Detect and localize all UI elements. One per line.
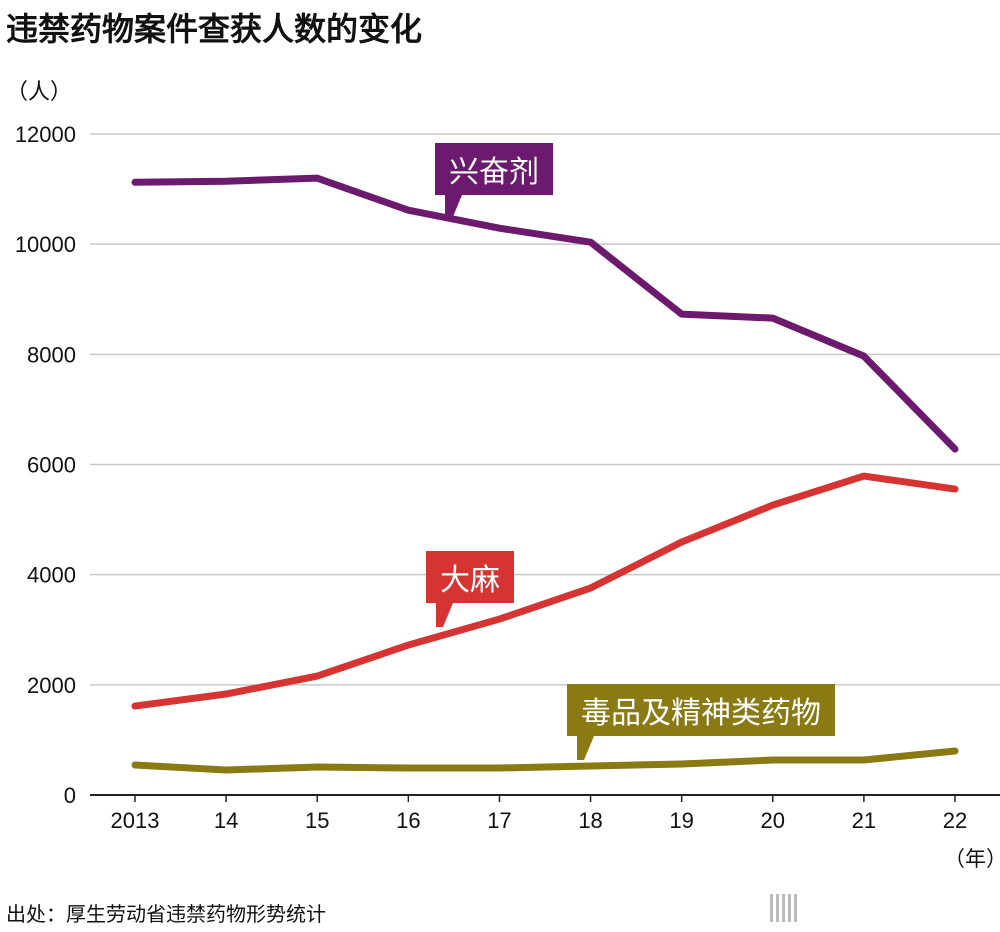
y-tick-label: 12000: [15, 122, 76, 147]
x-tick-label: 17: [487, 808, 511, 833]
x-tick-label: 21: [852, 808, 876, 833]
x-tick-label: 2013: [111, 808, 160, 833]
y-tick-label: 10000: [15, 232, 76, 257]
y-tick-label: 4000: [27, 563, 76, 588]
x-tick-label: 22: [943, 808, 967, 833]
series-label-cannabis: 大麻: [426, 551, 514, 627]
x-tick-label: 15: [305, 808, 329, 833]
y-axis-unit: （人）: [6, 80, 73, 105]
x-tick-label: 20: [761, 808, 785, 833]
y-tick-label: 8000: [27, 342, 76, 367]
x-tick-label: 16: [396, 808, 420, 833]
y-tick-label: 6000: [27, 453, 76, 478]
nippon-logo[interactable]: nippon.com: [770, 888, 1000, 932]
logo-bars-icon: [770, 894, 798, 922]
chart-title: 违禁药物案件查获人数的变化: [6, 10, 423, 48]
series-line-2: [131, 747, 959, 774]
plot-area: 0 2000 4000 6000 8000 10000 12000 2013 14 15 16 17 1…: [15, 122, 1000, 833]
series-label-stimulants: 兴奋剂: [435, 143, 553, 219]
y-tick-label: 2000: [27, 673, 76, 698]
x-axis-unit: （年）: [944, 847, 1000, 871]
series-line-0: [131, 174, 959, 453]
source-note: 出处：厚生劳动省违禁药物形势统计: [6, 902, 326, 926]
x-tick-label: 19: [669, 808, 693, 833]
series-line-1: [131, 472, 959, 710]
x-tick-label: 14: [214, 808, 238, 833]
x-tick-label: 18: [578, 808, 602, 833]
series-label-narcotics: 毒品及精神类药物: [567, 684, 835, 760]
y-tick-label: 0: [64, 783, 76, 808]
